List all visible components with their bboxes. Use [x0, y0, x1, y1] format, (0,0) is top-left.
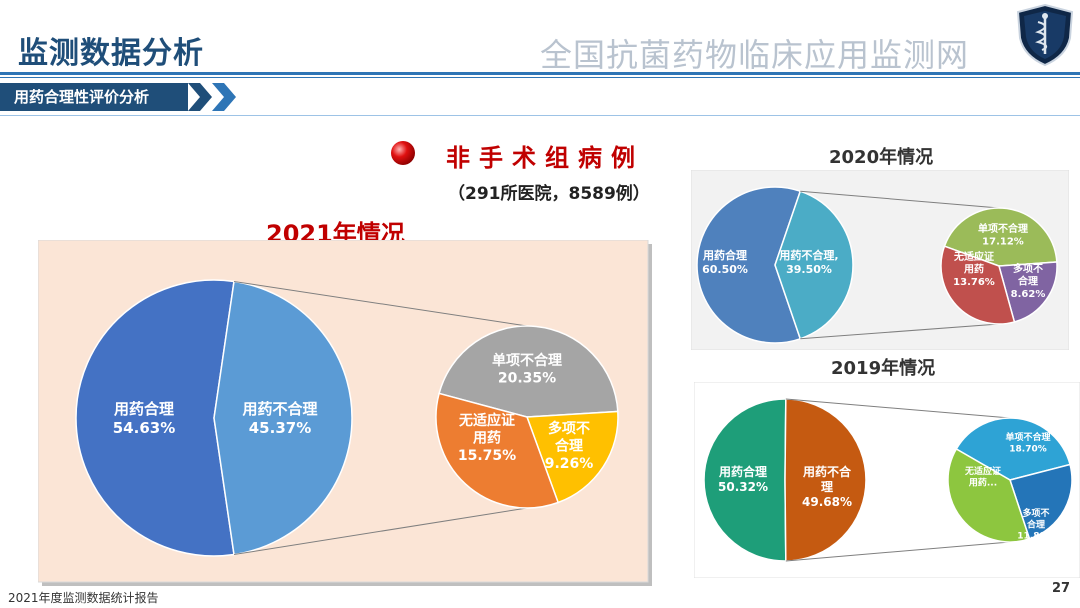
- secondary-slice-label: 单项不合理 18.70%: [1005, 431, 1050, 454]
- connector-line: [800, 323, 1000, 340]
- header-rule: [0, 72, 1080, 75]
- secondary-slice-label: 单项不合理 17.12%: [978, 222, 1028, 248]
- page-number: 27: [1052, 581, 1071, 596]
- secondary-pie-slice: [955, 417, 1071, 481]
- main-slice-label: 用药合理 54.63%: [113, 400, 175, 437]
- pie-of-pie-chart-2020: 用药合理 60.50% 用药不合理, 39.50% 单项不合理 17.12% 多项不合理 8.…: [691, 170, 1069, 350]
- header-rule-thin: [0, 77, 1080, 78]
- main-pie-slice: [696, 186, 802, 344]
- secondary-pie-slice: [998, 261, 1058, 323]
- group-subtitle: （291所医院，8589例）: [448, 184, 650, 204]
- secondary-pie-slice: [947, 447, 1031, 543]
- organization-title: 全国抗菌药物临床应用监测网: [540, 36, 970, 74]
- connector-line: [785, 398, 1011, 419]
- secondary-slice-label: 单项不合理 20.35%: [492, 352, 562, 387]
- connector-line: [785, 541, 1011, 562]
- secondary-slice-label: 无适应证用药 13.76%: [953, 250, 995, 288]
- chart-title-2020: 2020年情况: [829, 147, 934, 168]
- page-title: 监测数据分析: [18, 36, 204, 71]
- connector-line: [233, 507, 528, 556]
- main-slice-label: 用药不合理 49.68%: [802, 464, 852, 509]
- pie-of-pie-chart-2019: 用药合理 50.32% 用药不合理 49.68% 单项不合理 18.70% 多项不合理 11.…: [694, 382, 1080, 578]
- monitoring-network-seal-icon: [1016, 3, 1074, 67]
- main-pie-slice: [784, 398, 867, 562]
- secondary-slice-label: 多项不合理 9.26%: [545, 420, 594, 472]
- secondary-slice-label: 多项不合理 8.62%: [1011, 262, 1046, 300]
- bullet-dot-icon: [391, 141, 415, 165]
- connector-line: [800, 190, 1000, 209]
- main-pie-slice: [213, 280, 353, 556]
- chart-title-2019: 2019年情况: [831, 358, 936, 379]
- main-slice-label: 用药合理 60.50%: [702, 248, 748, 276]
- group-title: 非手术组病例: [446, 143, 644, 172]
- secondary-pie-slice: [435, 392, 560, 509]
- secondary-slice-label: 多项不合理 11.89%: [1017, 507, 1055, 542]
- main-slice-label: 用药不合理, 39.50%: [779, 248, 838, 276]
- secondary-pie-slice: [943, 207, 1058, 267]
- section-label: 用药合理性评价分析: [0, 83, 188, 111]
- secondary-pie-slice: [438, 325, 619, 418]
- main-pie-slice: [75, 279, 235, 557]
- main-slice-label: 用药不合理 45.37%: [242, 400, 317, 437]
- footer-text: 2021年度监测数据统计报告: [8, 591, 159, 605]
- secondary-slice-label: 无适应证用药...: [964, 465, 1001, 488]
- secondary-pie-slice: [940, 245, 1016, 325]
- main-pie-slice: [703, 398, 787, 562]
- secondary-slice-label: 无适应证用药 15.75%: [458, 412, 516, 464]
- connector-line: [233, 280, 528, 327]
- main-pie-slice: [774, 190, 854, 340]
- pie-of-pie-chart-2021: 用药合理 54.63% 用药不合理 45.37% 单项不合理 20.35% 多项不合理 9.2…: [38, 240, 652, 586]
- section-rule: [0, 115, 1080, 116]
- secondary-pie-slice: [1009, 463, 1073, 540]
- main-slice-label: 用药合理 50.32%: [718, 464, 768, 494]
- chevron-right-icon: [188, 83, 236, 111]
- secondary-pie-slice: [525, 410, 619, 504]
